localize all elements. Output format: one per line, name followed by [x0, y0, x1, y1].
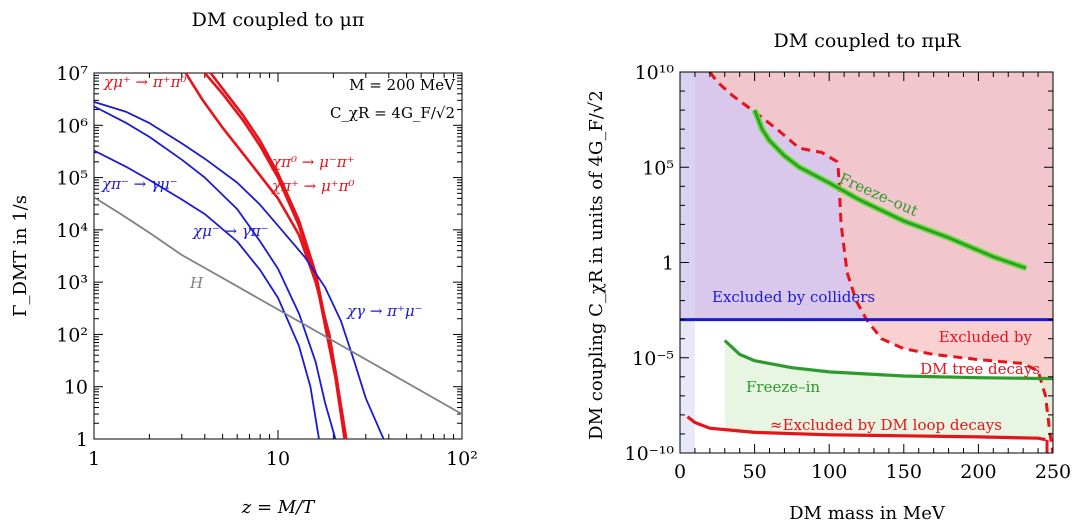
left-y-tick-label: 10⁴: [56, 220, 88, 242]
label-excluded-by-tree-1: Excluded by: [939, 328, 1033, 346]
left-param-mass: M = 200 MeV: [349, 76, 456, 94]
label-loop-decays: ≈Excluded by DM loop decays: [770, 416, 1002, 434]
right-x-tick-label: 100: [811, 461, 847, 483]
label-excluded-by-tree-2: DM tree decays: [920, 360, 1040, 378]
left-x-tick-label: 1: [88, 448, 100, 470]
right-x-axis-label: DM mass in MeV: [789, 503, 946, 524]
left-series-label: χγ → π⁺μ⁻: [346, 302, 423, 320]
right-y-tick-label: 1: [662, 253, 674, 275]
tree-decay-excluded-region: [709, 72, 1053, 453]
left-series-label: χπ⁻ → γμ⁻: [101, 175, 178, 193]
label-freeze-in: Freeze–in: [746, 378, 820, 396]
left-x-axis-label: z = M/T: [241, 497, 317, 518]
right-y-axis-label: DM coupling C_χR in units of 4G_F/√2: [586, 90, 607, 440]
tree-decay-curve: [708, 72, 1053, 453]
right-x-tick-label: 50: [743, 461, 767, 483]
left-y-tick-label: 10⁶: [56, 115, 88, 137]
right-x-tick-label: 0: [674, 461, 686, 483]
freeze-out-curve: [753, 109, 1027, 270]
left-series-line: [94, 149, 320, 439]
left-y-tick-label: 10: [64, 377, 88, 399]
left-x-tick-label: 10: [266, 448, 290, 470]
right-y-tick-label: 10⁻¹⁰: [625, 443, 675, 465]
left-series-label: χπ⁰ → μ⁻π⁺: [271, 153, 355, 171]
right-x-tick-label: 150: [886, 461, 922, 483]
freeze-in-curve: [723, 339, 1053, 381]
left-param-coupling: C_χR = 4G_F/√2: [330, 104, 455, 122]
left-series-line: [94, 101, 385, 439]
right-y-tick-label: 10⁵: [642, 157, 674, 179]
right-y-tick-label: 10⁻⁵: [632, 348, 674, 370]
right-x-tick-label: 200: [960, 461, 996, 483]
right-series-group: [680, 72, 1053, 453]
left-y-tick-label: 10³: [56, 272, 88, 294]
freeze-in-region: [724, 340, 1053, 439]
left-y-tick-label: 1: [76, 429, 88, 451]
right-y-tick-label: 10¹⁰: [635, 62, 675, 84]
left-y-tick-label: 10⁵: [56, 168, 88, 190]
left-series-label: H: [189, 274, 204, 292]
left-series-line: [203, 73, 346, 439]
left-y-tick-label: 10²: [56, 324, 88, 346]
loop-decay-curve: [686, 415, 1046, 442]
left-y-tick-label: 10⁷: [56, 63, 88, 85]
left-series-line: [94, 196, 462, 415]
left-title: DM coupled to μπ: [192, 9, 365, 31]
left-series-label: χπ⁺ → μ⁺π⁰: [271, 177, 355, 195]
left-plot-frame: [93, 72, 463, 440]
left-series-label: χμ⁻ → γπ⁻: [192, 222, 269, 240]
left-series-line: [94, 105, 337, 439]
right-x-tick-label: 250: [1035, 461, 1071, 483]
left-series-group: [94, 73, 462, 439]
left-x-tick-label: 10²: [446, 448, 478, 470]
left-y-axis-label: Γ_DMT in 1/s: [10, 195, 31, 317]
label-excluded-by-colliders: Excluded by colliders: [712, 288, 875, 306]
right-title: DM coupled to πμR: [774, 30, 962, 52]
left-series-label: χμ⁺ → π⁺π⁰: [103, 73, 187, 91]
